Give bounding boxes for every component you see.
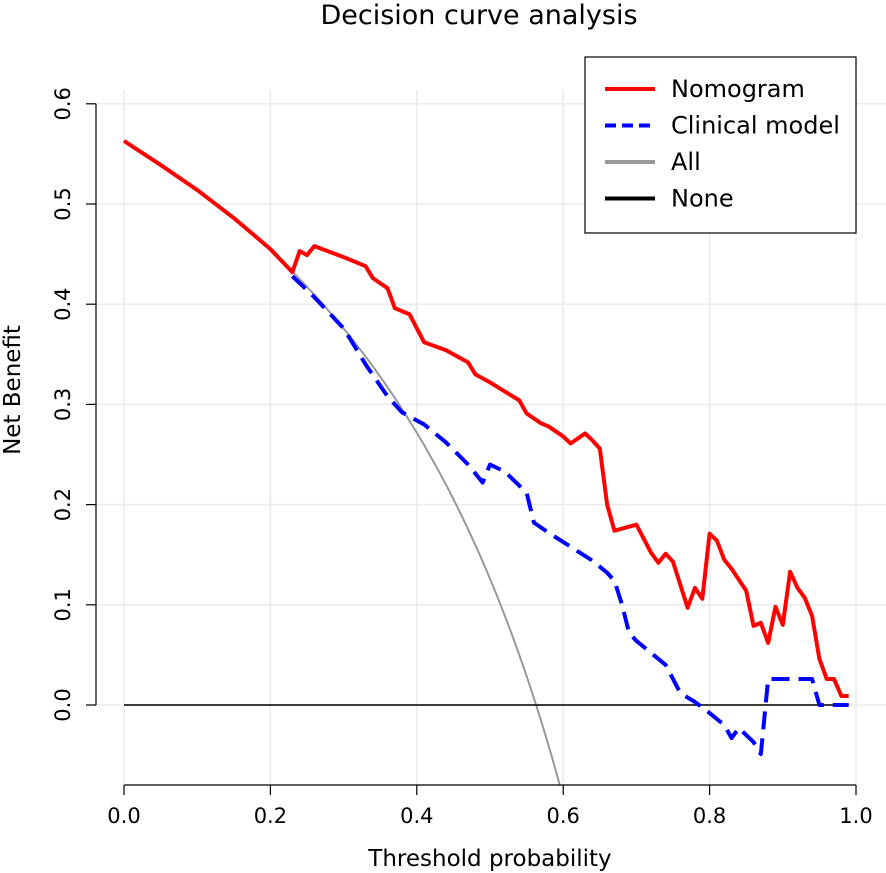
legend-label-clinical-model: Clinical model	[671, 112, 840, 140]
y-tick-label: 0.5	[51, 187, 75, 220]
y-tick-label: 0.2	[51, 488, 75, 521]
legend-box	[584, 56, 857, 234]
x-tick-label: 0.4	[400, 804, 433, 828]
chart-title: Decision curve analysis	[320, 0, 637, 31]
series-lines	[122, 139, 849, 785]
grid-lines	[96, 90, 886, 785]
legend-label-all: All	[671, 148, 701, 176]
y-tick-label: 0.6	[51, 87, 75, 120]
x-tick-label: 1.0	[839, 804, 872, 828]
y-tick-label: 0.0	[51, 688, 75, 721]
legend-label-none: None	[671, 185, 734, 213]
y-tick-label: 0.1	[51, 588, 75, 621]
x-tick-label: 0.0	[107, 804, 140, 828]
series-line-nomogram	[122, 139, 849, 698]
axes: 0.0 0.2 0.4 0.6 0.8 1.0 0.0 0.1 0.2 0.3 0.4 0.5 0.6	[51, 87, 873, 828]
y-tick-label: 0.4	[51, 287, 75, 320]
y-axis-label: Net Benefit	[0, 325, 26, 455]
x-tick-label: 0.8	[693, 804, 726, 828]
legend: Nomogram Clinical model All None	[584, 56, 857, 234]
x-axis-label: Threshold probability	[367, 846, 611, 872]
y-tick-label: 0.3	[51, 388, 75, 421]
legend-label-nomogram: Nomogram	[671, 75, 805, 103]
x-tick-label: 0.2	[254, 804, 287, 828]
x-tick-label: 0.6	[546, 804, 579, 828]
